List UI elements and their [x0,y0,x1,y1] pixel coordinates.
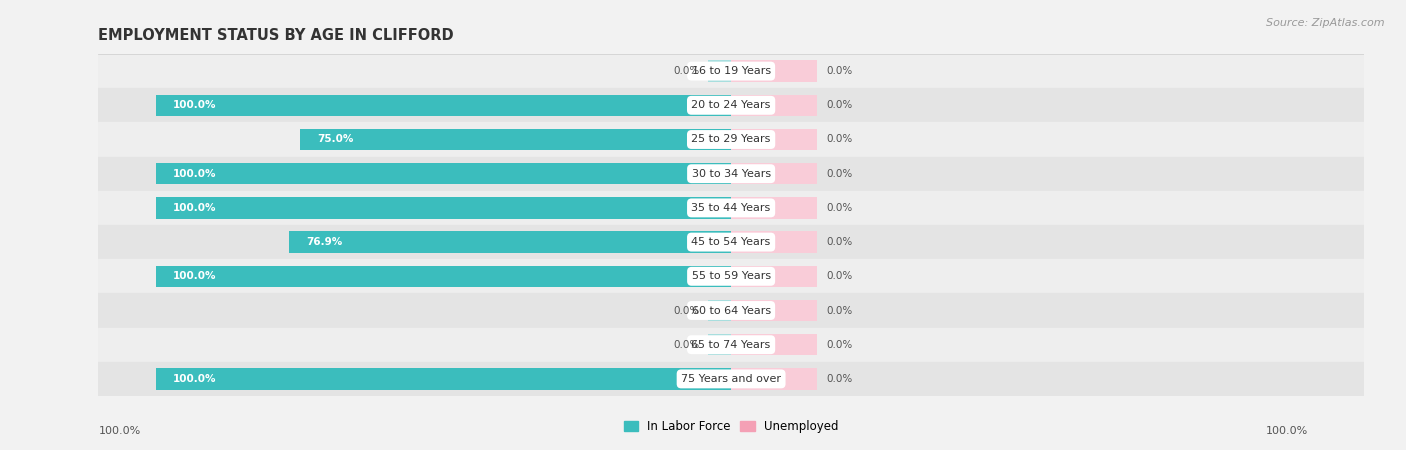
Text: 0.0%: 0.0% [825,237,852,247]
Bar [731,300,817,321]
Bar [731,368,817,390]
Bar [156,94,731,116]
Text: 0.0%: 0.0% [825,203,852,213]
Bar [731,197,817,219]
Bar [156,197,731,219]
Bar [98,157,1364,191]
Text: 100.0%: 100.0% [173,271,217,281]
Legend: In Labor Force, Unemployed: In Labor Force, Unemployed [619,415,844,438]
Text: 20 to 24 Years: 20 to 24 Years [692,100,770,110]
Bar [299,129,731,150]
Bar [731,94,817,116]
Text: 0.0%: 0.0% [825,271,852,281]
Text: 100.0%: 100.0% [173,203,217,213]
Text: 75.0%: 75.0% [316,135,353,144]
Bar [288,231,731,253]
Bar [98,293,1364,328]
Bar [98,54,1364,88]
Bar [731,231,817,253]
Text: 0.0%: 0.0% [825,340,852,350]
Bar [98,88,1364,122]
Bar [98,191,1364,225]
Text: 100.0%: 100.0% [1265,427,1308,436]
Text: 100.0%: 100.0% [173,100,217,110]
Bar [731,129,817,150]
Text: 45 to 54 Years: 45 to 54 Years [692,237,770,247]
Text: 30 to 34 Years: 30 to 34 Years [692,169,770,179]
Text: 0.0%: 0.0% [673,340,699,350]
Text: 16 to 19 Years: 16 to 19 Years [692,66,770,76]
Bar [709,334,731,356]
Bar [731,266,817,287]
Text: 100.0%: 100.0% [98,427,141,436]
Text: 0.0%: 0.0% [825,374,852,384]
Text: 76.9%: 76.9% [307,237,342,247]
Text: 60 to 64 Years: 60 to 64 Years [692,306,770,315]
Text: 0.0%: 0.0% [673,66,699,76]
Text: EMPLOYMENT STATUS BY AGE IN CLIFFORD: EMPLOYMENT STATUS BY AGE IN CLIFFORD [98,28,454,43]
Bar [156,163,731,184]
Bar [98,328,1364,362]
Text: 0.0%: 0.0% [673,306,699,315]
Text: 0.0%: 0.0% [825,100,852,110]
Bar [156,368,731,390]
Bar [98,259,1364,293]
Text: 35 to 44 Years: 35 to 44 Years [692,203,770,213]
Bar [98,362,1364,396]
Text: 75 Years and over: 75 Years and over [681,374,782,384]
Text: Source: ZipAtlas.com: Source: ZipAtlas.com [1267,18,1385,28]
Bar [731,163,817,184]
Text: 0.0%: 0.0% [825,169,852,179]
Bar [709,300,731,321]
Text: 65 to 74 Years: 65 to 74 Years [692,340,770,350]
Text: 0.0%: 0.0% [825,66,852,76]
Bar [709,60,731,82]
Bar [98,122,1364,157]
Bar [98,225,1364,259]
Text: 0.0%: 0.0% [825,135,852,144]
Bar [731,60,817,82]
Text: 25 to 29 Years: 25 to 29 Years [692,135,770,144]
Text: 100.0%: 100.0% [173,374,217,384]
Bar [156,266,731,287]
Text: 55 to 59 Years: 55 to 59 Years [692,271,770,281]
Text: 100.0%: 100.0% [173,169,217,179]
Text: 0.0%: 0.0% [825,306,852,315]
Bar [731,334,817,356]
